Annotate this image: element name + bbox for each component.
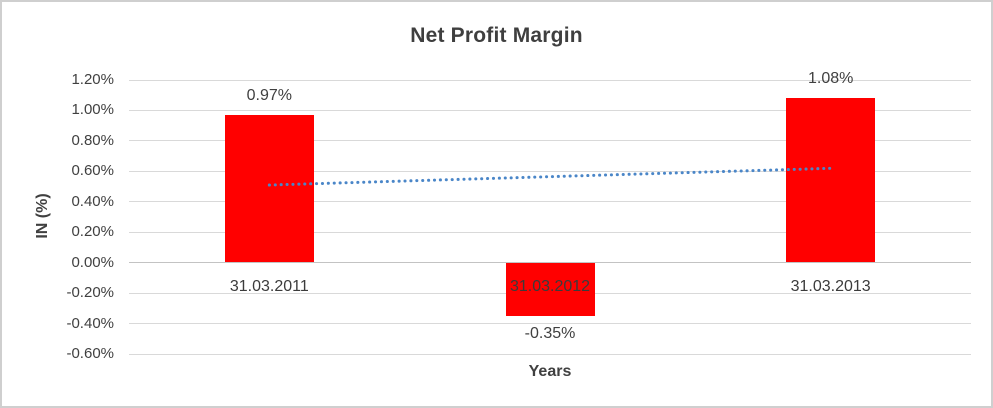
data-label: 1.08%: [807, 70, 854, 88]
y-tick-label: 0.00%: [71, 253, 114, 271]
y-tick-label: -0.60%: [66, 345, 114, 362]
data-label: 0.97%: [246, 87, 293, 104]
x-axis-line: [129, 262, 971, 264]
y-tick-label: 0.20%: [71, 223, 114, 241]
gridline: [129, 79, 971, 81]
gridline: [129, 140, 971, 142]
bar-31.03.2013: [786, 98, 876, 263]
gridline: [129, 353, 971, 355]
x-category-label: 31.03.2013: [790, 277, 871, 295]
gridline: [129, 109, 971, 111]
bar-31.03.2011: [224, 115, 314, 263]
gridline: [129, 231, 971, 233]
data-label: -0.35%: [524, 324, 576, 342]
bar-31.03.2012: [505, 262, 595, 316]
y-tick-label: 0.80%: [71, 131, 114, 149]
gridline: [129, 323, 971, 325]
chart-title: Net Profit Margin: [410, 24, 583, 47]
y-tick-label: -0.40%: [66, 314, 114, 332]
gridline: [129, 201, 971, 203]
y-tick-label: 1.20%: [71, 71, 114, 88]
y-tick-label: 1.00%: [71, 101, 114, 119]
x-axis-title: Years: [528, 363, 572, 380]
y-tick-label: -0.20%: [66, 284, 114, 302]
x-category-label: 31.03.2012: [509, 277, 591, 295]
y-tick-label: 0.60%: [71, 162, 114, 180]
y-tick-label: 0.40%: [71, 192, 114, 210]
x-category-label: 31.03.2011: [229, 277, 309, 295]
